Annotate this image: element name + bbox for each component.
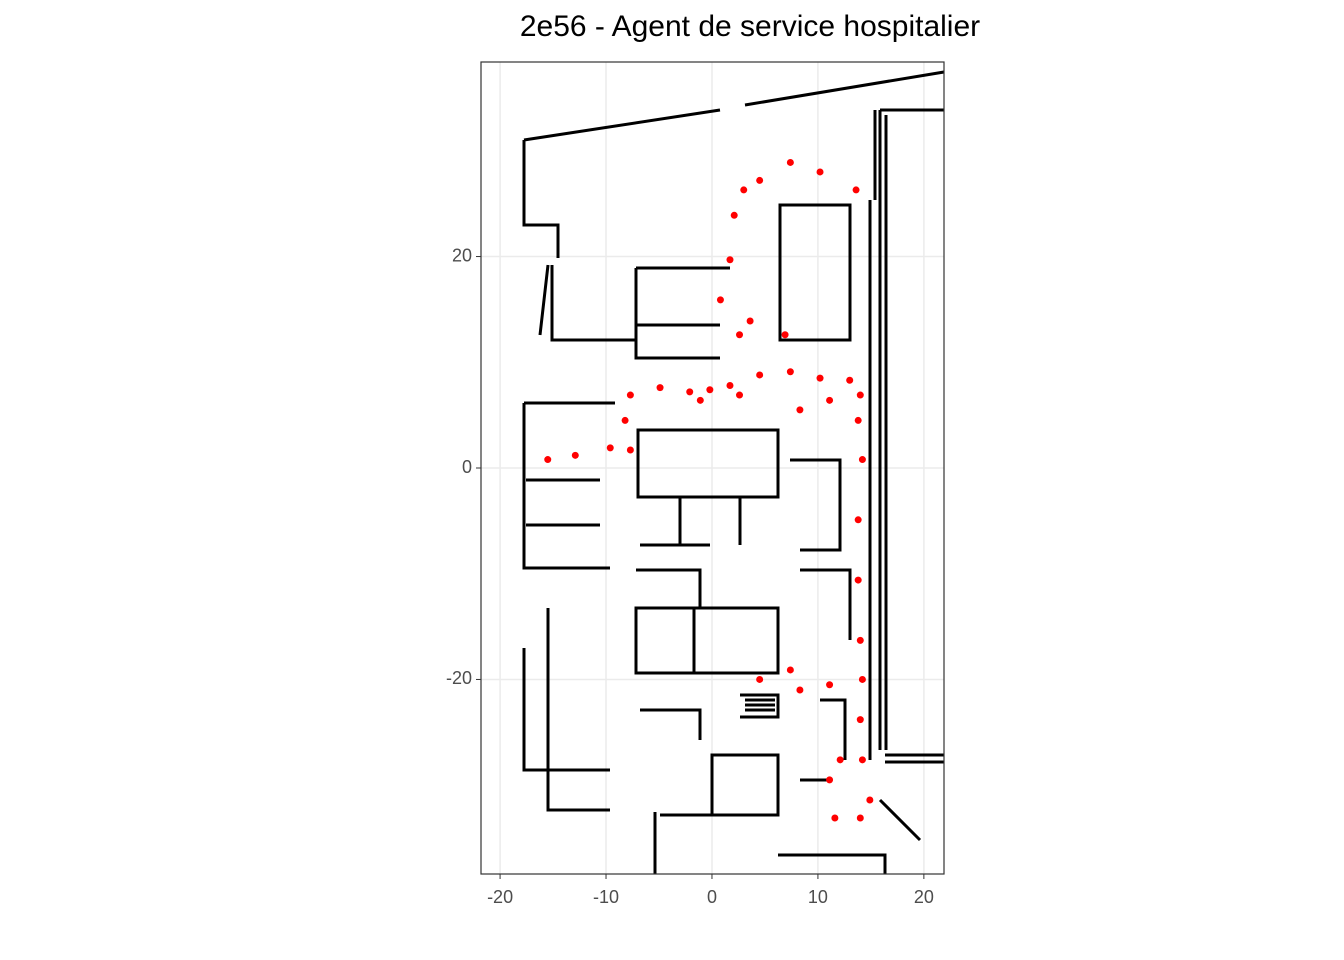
point [716, 296, 724, 304]
point [740, 186, 748, 194]
point [826, 396, 834, 404]
point [858, 756, 866, 764]
point [856, 391, 864, 399]
point [736, 391, 744, 399]
point [836, 756, 844, 764]
x-tick-label: 0 [707, 887, 717, 907]
point [706, 386, 714, 394]
y-tick-label: 20 [452, 245, 472, 265]
point [696, 396, 704, 404]
point [826, 776, 834, 784]
x-tick-label: -20 [487, 887, 513, 907]
point [854, 576, 862, 584]
point [854, 516, 862, 524]
point [856, 636, 864, 644]
point [831, 814, 839, 822]
point [846, 376, 854, 384]
point [626, 391, 634, 399]
point [686, 388, 694, 396]
point [746, 317, 754, 325]
point [726, 382, 734, 390]
y-tick-label: 0 [462, 457, 472, 477]
point [826, 681, 834, 689]
point [726, 256, 734, 264]
point [781, 331, 789, 339]
point [816, 374, 824, 382]
y-tick-label: -20 [446, 668, 472, 688]
point [786, 368, 794, 376]
point [756, 176, 764, 184]
point [796, 686, 804, 694]
point [621, 416, 629, 424]
point [858, 675, 866, 683]
floor-plan [522, 70, 945, 874]
point [756, 371, 764, 379]
point [730, 211, 738, 219]
point [736, 331, 744, 339]
point [816, 168, 824, 176]
point [852, 186, 860, 194]
point [858, 456, 866, 464]
point [786, 666, 794, 674]
x-tick-label: 20 [914, 887, 934, 907]
point [626, 446, 634, 454]
point [796, 406, 804, 414]
point [606, 444, 614, 452]
point [544, 456, 552, 464]
point [656, 384, 664, 392]
point [854, 416, 862, 424]
x-tick-label: -10 [593, 887, 619, 907]
point [571, 451, 579, 459]
point [866, 796, 874, 804]
point [856, 814, 864, 822]
x-tick-label: 10 [808, 887, 828, 907]
point [756, 675, 764, 683]
chart-title: 2e56 - Agent de service hospitalier [520, 10, 980, 43]
point [856, 716, 864, 724]
point [786, 158, 794, 166]
